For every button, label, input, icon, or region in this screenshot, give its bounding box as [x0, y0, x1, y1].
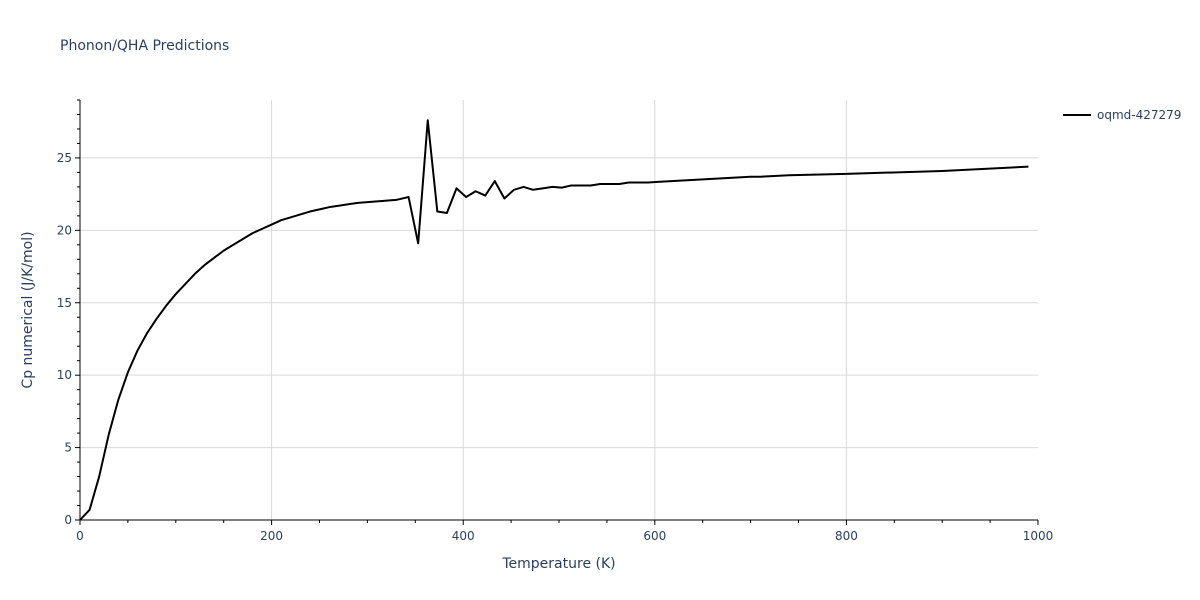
y-tick-label: 20 [57, 223, 72, 237]
x-tick-labels: 0 200 400 600 800 1000 [76, 529, 1053, 543]
y-tick-label: 25 [57, 151, 72, 165]
x-tick-label: 200 [260, 529, 283, 543]
legend[interactable]: oqmd-427279 [1063, 108, 1181, 122]
y-tick-label: 0 [64, 513, 72, 527]
x-tick-label: 600 [643, 529, 666, 543]
x-tick-label: 800 [835, 529, 858, 543]
x-tick-label: 400 [452, 529, 475, 543]
chart-title: Phonon/QHA Predictions [60, 38, 229, 54]
y-axis-label: Cp numerical (J/K/mol) [20, 231, 36, 388]
x-axis-label: Temperature (K) [501, 556, 615, 572]
y-tick-label: 10 [57, 368, 72, 382]
x-tick-label: 1000 [1023, 529, 1054, 543]
y-tick-label: 5 [64, 441, 72, 455]
grid-lines [80, 100, 1038, 520]
series-line-oqmd-427279 [79, 119, 1029, 521]
x-tick-label: 0 [76, 529, 84, 543]
legend-label: oqmd-427279 [1097, 108, 1181, 122]
axes [75, 99, 1039, 525]
y-tick-label: 15 [57, 296, 72, 310]
y-tick-labels: 0 5 10 15 20 25 [57, 151, 72, 527]
series-lines [79, 119, 1029, 521]
